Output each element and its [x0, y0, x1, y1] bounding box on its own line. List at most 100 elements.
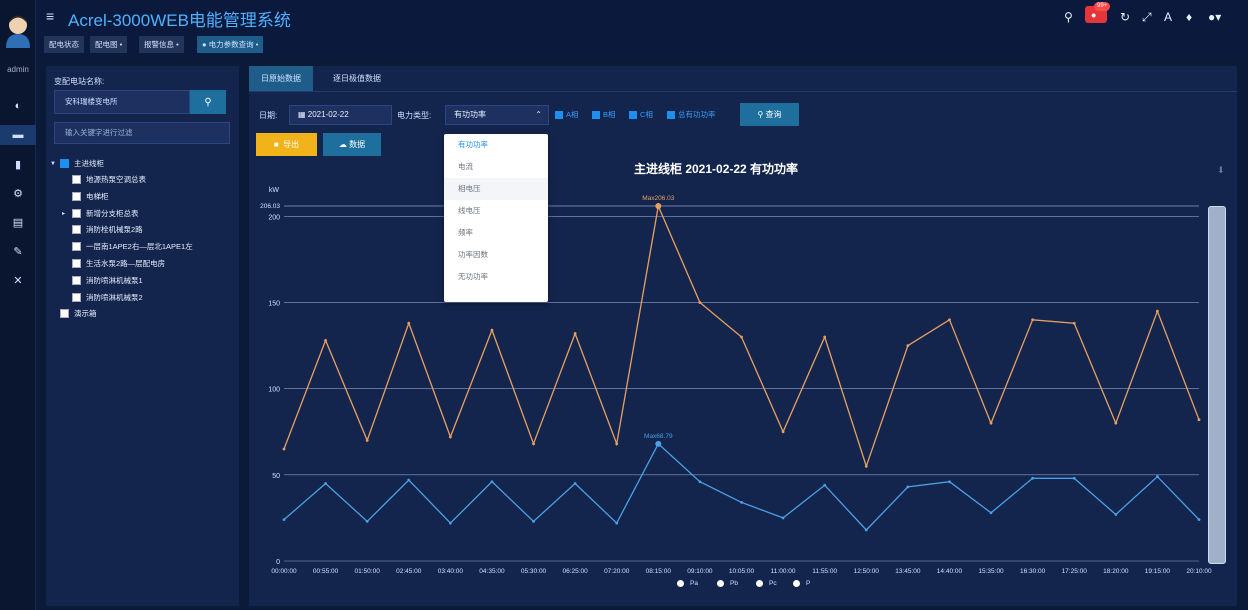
- tab-power-parameter-query[interactable]: ● 电力参数查询 •: [197, 36, 264, 53]
- checkbox[interactable]: [592, 110, 600, 119]
- search-icon[interactable]: ⚲: [1064, 10, 1073, 24]
- tree-item-label: 演示箱: [74, 309, 97, 318]
- dashboard-icon[interactable]: ◐: [14, 100, 22, 112]
- phase-label: B相: [603, 110, 616, 119]
- query-button[interactable]: ⚲ 查询: [740, 103, 799, 126]
- tree-checkbox[interactable]: [72, 276, 81, 285]
- export-button[interactable]: ■ 导出: [256, 133, 317, 156]
- tree-item[interactable]: 生活水泵2路—层配电房: [72, 258, 165, 269]
- tree-checkbox[interactable]: [72, 293, 81, 302]
- checkbox[interactable]: [629, 110, 637, 119]
- power-type-select[interactable]: 有功功率 ⌃: [445, 105, 549, 125]
- tree-item[interactable]: 消防喷淋机械泵2: [72, 292, 143, 303]
- data-point: [365, 438, 369, 442]
- dropdown-option[interactable]: 功率因数: [458, 250, 488, 259]
- caret-right-icon[interactable]: ▸: [62, 211, 66, 217]
- legend-item-p[interactable]: P: [793, 580, 810, 587]
- checkbox[interactable]: [555, 110, 563, 119]
- tree-checkbox[interactable]: [72, 209, 81, 218]
- legend-item-pb[interactable]: Pb: [717, 580, 738, 587]
- data-point: [407, 321, 411, 325]
- tab-distribution-diagram[interactable]: 配电图 •: [90, 36, 128, 53]
- axis-labels: kW 206.03 0 50 100 150 200 00:00:00 00:55:00 01:5…: [260, 187, 1212, 575]
- data-point: [823, 335, 827, 339]
- font-size-icon[interactable]: A: [1164, 10, 1173, 24]
- dropdown-option[interactable]: 有功功率: [458, 140, 488, 149]
- station-input[interactable]: 安科瑞楼变电所: [54, 90, 190, 114]
- dropdown-option[interactable]: 无功功率: [458, 272, 488, 281]
- chevron-up-icon: ⌃: [535, 110, 542, 119]
- folder-icon[interactable]: ▬: [0, 125, 36, 145]
- tree-checkbox[interactable]: [72, 225, 81, 234]
- legend-item-pc[interactable]: Pc: [756, 580, 777, 587]
- notification-badge[interactable]: ● 99+: [1085, 2, 1111, 23]
- date-value: 2021-02-22: [307, 110, 349, 119]
- sidebar-rail: admin ◐ ▬ ▮ ⚙ ▤ ✎ ✕: [0, 0, 36, 610]
- data-point: [407, 478, 411, 482]
- data-point: [324, 482, 327, 485]
- tree-item[interactable]: 消防喷淋机械泵1: [72, 275, 143, 286]
- grid: [284, 205, 1199, 562]
- phase-c-checkbox[interactable]: C相: [629, 109, 653, 120]
- edit-icon[interactable]: ✎: [13, 245, 23, 258]
- chart-zoom-scrollbar[interactable]: [1208, 206, 1226, 564]
- legend-dot: [677, 580, 684, 587]
- data-point: [1197, 518, 1201, 522]
- dropdown-option[interactable]: 相电压: [444, 178, 548, 200]
- user-menu-icon[interactable]: ●▾: [1208, 10, 1222, 24]
- data-point: [573, 332, 577, 335]
- x-tick-label: 00:00:00: [271, 568, 297, 575]
- tree-item[interactable]: 地源热泵空调总表: [72, 174, 146, 185]
- tab-alarm-info[interactable]: 报警信息 •: [139, 36, 184, 53]
- data-point: [1031, 476, 1035, 480]
- tree-checkbox[interactable]: [60, 309, 69, 318]
- power-chart: Max206.03 Max68.79 kW 206.03 0 50 100 150 200 00…: [260, 187, 1212, 575]
- menu-toggle-icon[interactable]: ≡: [46, 8, 55, 24]
- station-search-button[interactable]: ⚲: [190, 90, 226, 114]
- tree-checkbox[interactable]: [72, 175, 81, 184]
- date-picker[interactable]: ▦ 2021-02-22: [289, 105, 392, 125]
- fullscreen-icon[interactable]: ⤢: [1142, 10, 1152, 24]
- tab-daily-extreme-data[interactable]: 逐日极值数据: [333, 74, 381, 83]
- tree-checkbox[interactable]: [72, 242, 81, 251]
- data-point: [864, 528, 868, 532]
- tree-checkbox[interactable]: [72, 192, 81, 201]
- tree-item[interactable]: ▸ 新增分支柜总表: [62, 208, 139, 219]
- data-point: [864, 464, 868, 468]
- tree-item-main-incoming[interactable]: ▼ 主进线柜: [50, 158, 104, 169]
- data-point: [532, 519, 535, 523]
- tree-checkbox[interactable]: [72, 259, 81, 268]
- bar-chart-icon[interactable]: ▮: [14, 158, 22, 171]
- document-icon[interactable]: ▤: [12, 216, 24, 229]
- tab-power-status[interactable]: 配电状态: [44, 36, 84, 53]
- dropdown-option[interactable]: 线电压: [458, 206, 481, 215]
- wrench-icon[interactable]: ⚙: [13, 187, 23, 200]
- phase-b-checkbox[interactable]: B相: [592, 109, 616, 120]
- data-point: [1072, 476, 1076, 480]
- tree-filter-input[interactable]: 输入关键字进行过滤: [54, 122, 230, 144]
- dropdown-option[interactable]: 频率: [458, 228, 473, 237]
- legend-label: Pa: [690, 580, 698, 587]
- theme-icon[interactable]: ♦: [1186, 10, 1193, 24]
- y-tick-label: 0: [276, 559, 280, 566]
- tab-daily-raw-data[interactable]: 日原始数据: [249, 66, 313, 91]
- data-button[interactable]: ☁ 数据: [323, 133, 381, 156]
- checkbox[interactable]: [667, 110, 675, 119]
- tree-item[interactable]: 电梯柜: [72, 191, 109, 202]
- tree-item[interactable]: 消防栓机械泵2路: [72, 224, 143, 235]
- total-power-checkbox[interactable]: 总有功功率: [667, 109, 716, 120]
- tree-item[interactable]: 演示箱: [60, 308, 97, 319]
- caret-down-icon[interactable]: ▼: [50, 160, 56, 167]
- notification-count: 99+: [1094, 2, 1111, 11]
- avatar[interactable]: [5, 14, 31, 48]
- legend-item-pa[interactable]: Pa: [677, 580, 698, 587]
- tree-item[interactable]: 一层南1APE2右—层北1APE1左: [72, 241, 193, 252]
- tree-checkbox[interactable]: [60, 159, 69, 168]
- tools-icon[interactable]: ✕: [13, 274, 23, 287]
- download-icon[interactable]: ⬇: [1217, 165, 1225, 175]
- refresh-icon[interactable]: ↻: [1120, 10, 1131, 24]
- phase-a-checkbox[interactable]: A相: [555, 109, 579, 120]
- x-tick-label: 16:30:00: [1020, 568, 1046, 575]
- y-max-label: 206.03: [260, 203, 280, 210]
- dropdown-option[interactable]: 电流: [458, 162, 473, 171]
